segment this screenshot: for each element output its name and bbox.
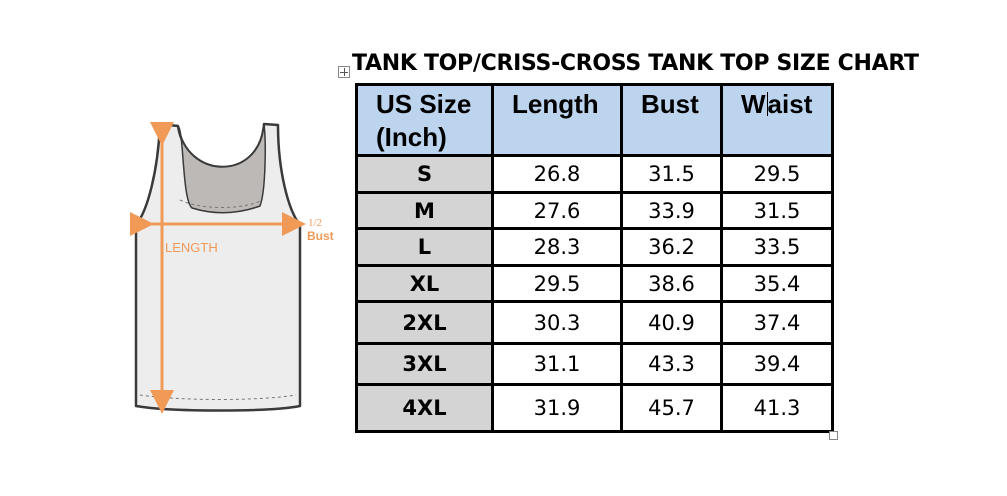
table-row: XL 29.5 38.6 35.4 xyxy=(355,264,834,303)
waist-cell: 33.5 xyxy=(720,227,834,267)
waist-cell: 39.4 xyxy=(720,342,834,386)
waist-cell: 41.3 xyxy=(720,383,834,433)
length-cell: 31.1 xyxy=(491,342,623,386)
bust-cell: 45.7 xyxy=(620,383,723,433)
tank-inner-back xyxy=(177,123,266,214)
header-bust: Bust xyxy=(620,83,723,157)
size-cell: 2XL xyxy=(355,300,494,345)
table-header-row: US Size (Inch) Length Bust Waist xyxy=(355,83,834,157)
size-chart-table: US Size (Inch) Length Bust Waist S 26.8 31.… xyxy=(355,83,834,433)
size-cell: 4XL xyxy=(355,383,494,433)
size-cell: S xyxy=(355,154,494,194)
bust-cell: 38.6 xyxy=(620,264,723,303)
waist-cell: 37.4 xyxy=(720,300,834,345)
text-cursor-icon xyxy=(766,92,768,116)
header-us-size-line2: (Inch) xyxy=(376,122,447,152)
waist-cell: 35.4 xyxy=(720,264,834,303)
tank-stitching xyxy=(139,199,297,400)
length-label: LENGTH xyxy=(165,240,218,255)
bust-fraction-label: 1/2 xyxy=(308,217,322,229)
length-cell: 31.9 xyxy=(491,383,623,433)
length-cell: 28.3 xyxy=(491,227,623,267)
table-move-handle-icon[interactable] xyxy=(338,66,350,78)
table-resize-handle-icon[interactable] xyxy=(829,431,838,440)
table-row: M 27.6 33.9 31.5 xyxy=(355,191,834,230)
bust-cell: 40.9 xyxy=(620,300,723,345)
bust-cell: 43.3 xyxy=(620,342,723,386)
table-row: 2XL 30.3 40.9 37.4 xyxy=(355,300,834,345)
length-cell: 29.5 xyxy=(491,264,623,303)
size-cell: L xyxy=(355,227,494,267)
table-row: L 28.3 36.2 33.5 xyxy=(355,227,834,267)
length-cell: 30.3 xyxy=(491,300,623,345)
table-row: 4XL 31.9 45.7 41.3 xyxy=(355,383,834,433)
header-us-size-line1: US Size xyxy=(376,89,472,119)
bust-cell: 33.9 xyxy=(620,191,723,230)
length-cell: 26.8 xyxy=(491,154,623,194)
bust-cell: 31.5 xyxy=(620,154,723,194)
header-waist: Waist xyxy=(720,83,834,157)
header-length: Length xyxy=(491,83,623,157)
page-title: TANK TOP/CRISS-CROSS TANK TOP SIZE CHART xyxy=(352,51,919,76)
bust-label: Bust xyxy=(307,229,334,243)
tank-top-illustration: LENGTH 1/2 Bust xyxy=(130,122,334,414)
table-row: 3XL 31.1 43.3 39.4 xyxy=(355,342,834,386)
size-cell: M xyxy=(355,191,494,230)
length-cell: 27.6 xyxy=(491,191,623,230)
waist-cell: 31.5 xyxy=(720,191,834,230)
table-row: S 26.8 31.5 29.5 xyxy=(355,154,834,194)
bust-cell: 36.2 xyxy=(620,227,723,267)
header-us-size: US Size (Inch) xyxy=(355,83,494,157)
size-cell: XL xyxy=(355,264,494,303)
waist-cell: 29.5 xyxy=(720,154,834,194)
size-cell: 3XL xyxy=(355,342,494,386)
